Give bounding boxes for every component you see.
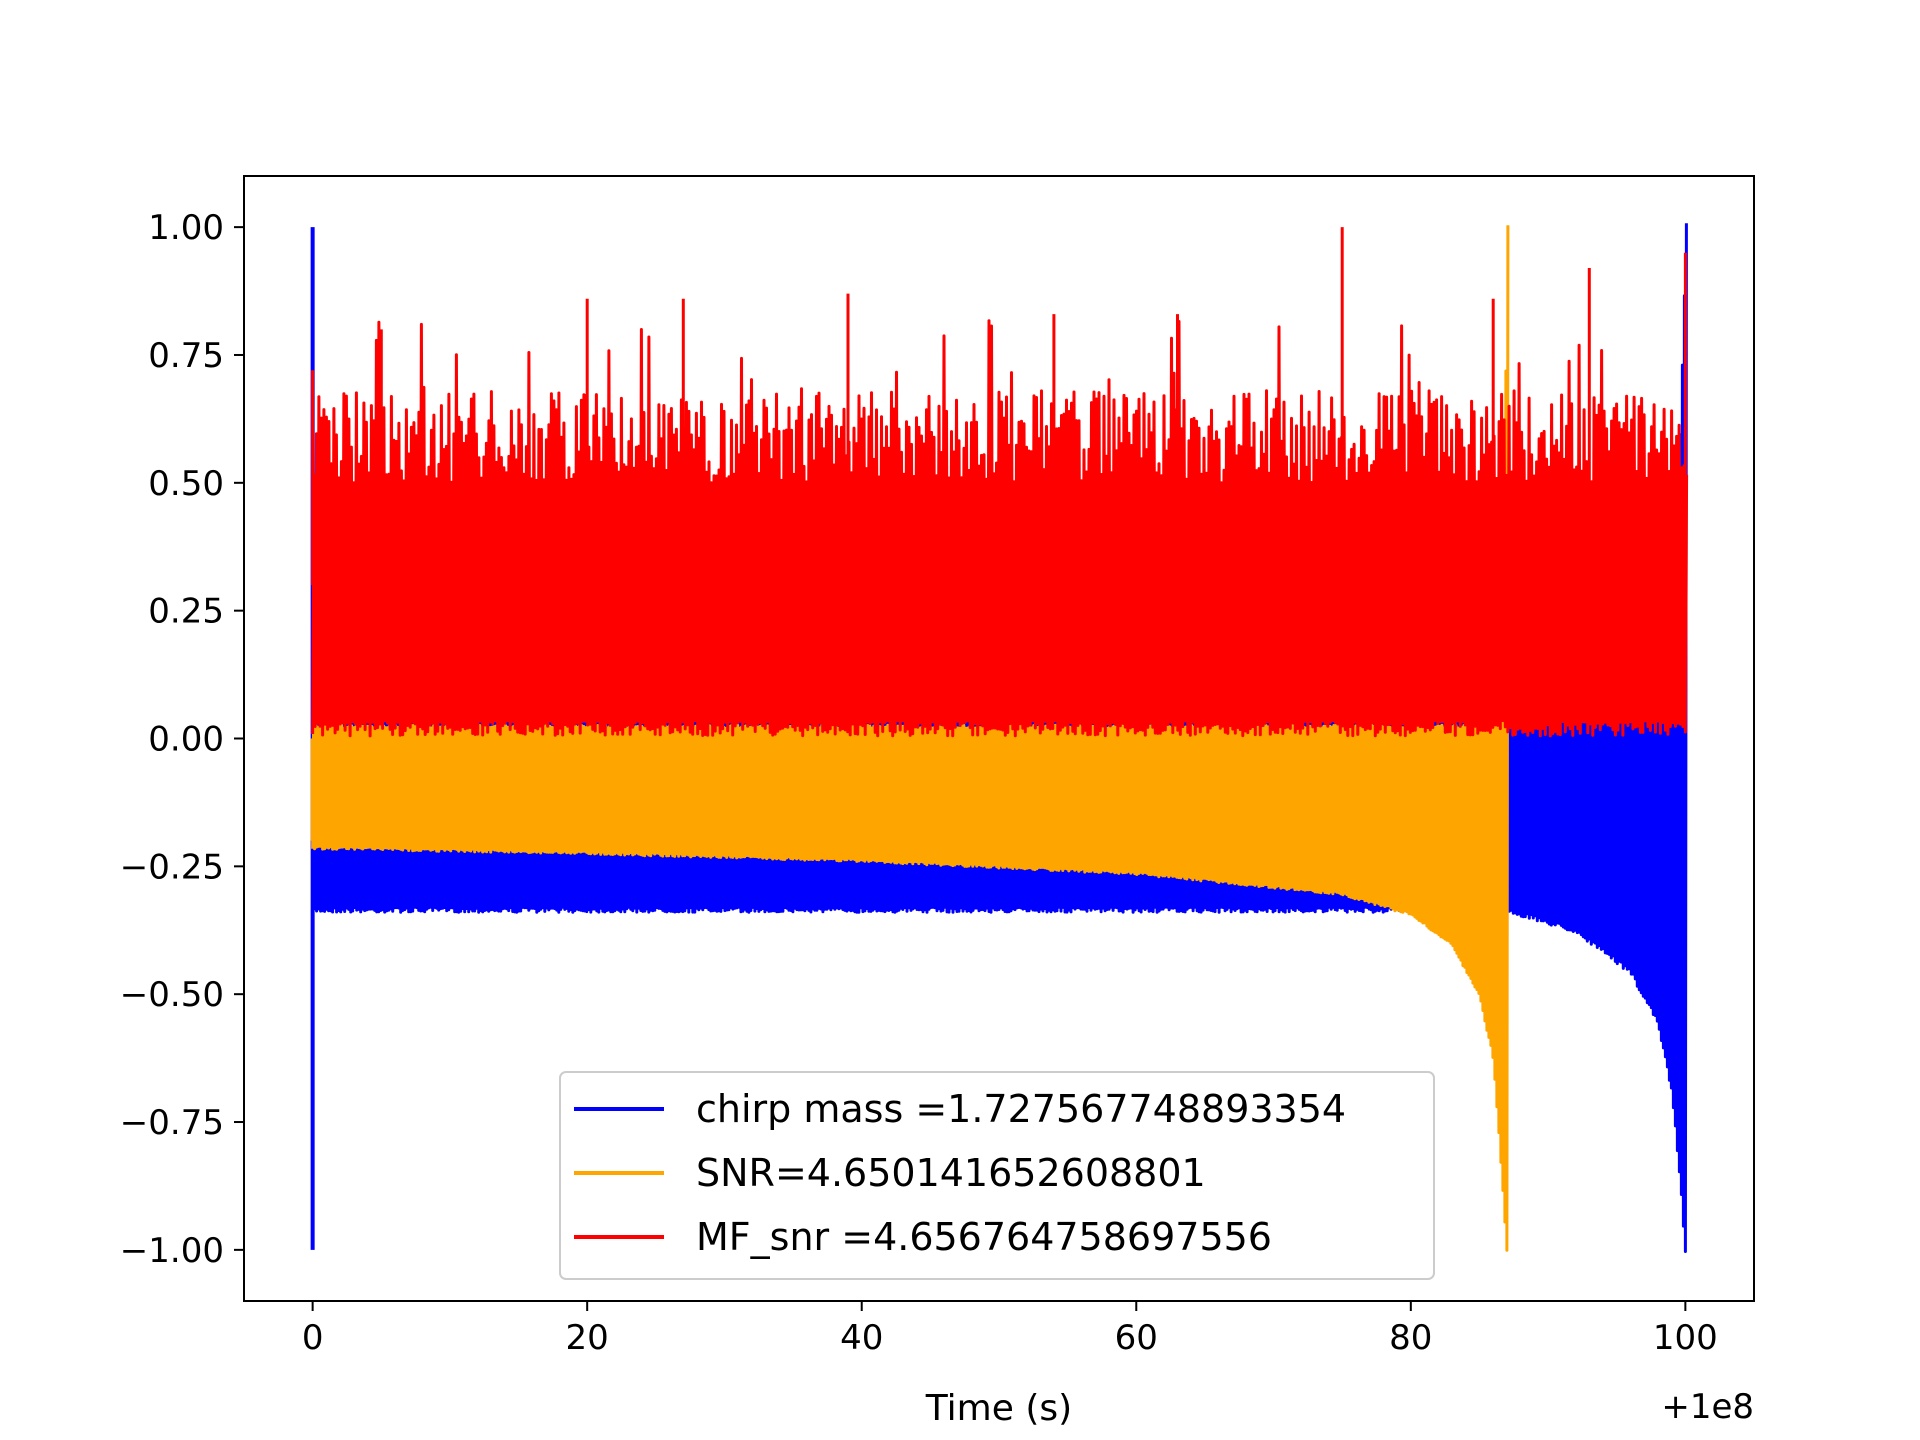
- x-tick-label: 60: [1115, 1318, 1158, 1358]
- y-tick-label: 0.00: [148, 720, 224, 760]
- legend-label: SNR=4.650141652608801: [696, 1151, 1206, 1195]
- y-tick-label: −0.25: [120, 847, 224, 887]
- x-tick-label: 100: [1653, 1318, 1718, 1358]
- legend: chirp mass =1.727567748893354 SNR=4.65014…: [559, 1071, 1435, 1280]
- x-tick-label: 40: [840, 1318, 883, 1358]
- legend-label: MF_snr =4.656764758697556: [696, 1215, 1272, 1259]
- legend-box: [559, 1071, 1435, 1280]
- series-layer: [310, 223, 1689, 1253]
- series-mf-snr-line: [311, 227, 1689, 738]
- x-axis-label: Time (s): [925, 1388, 1072, 1429]
- y-tick-label: 0.75: [148, 336, 224, 376]
- y-tick-label: −1.00: [120, 1231, 224, 1271]
- y-tick-label: 0.25: [148, 592, 224, 632]
- ticks-layer: 0 20 40 60 80 100 1.00 0.75 0.50 0.25 0.00 −0.25 −0.…: [120, 208, 1718, 1358]
- x-tick-label: 20: [566, 1318, 609, 1358]
- x-tick-label: 80: [1389, 1318, 1432, 1358]
- x-offset-label: +1e8: [1661, 1387, 1754, 1427]
- y-tick-label: 1.00: [148, 208, 224, 248]
- y-tick-label: 0.50: [148, 464, 224, 504]
- y-tick-label: −0.50: [120, 975, 224, 1015]
- y-tick-label: −0.75: [120, 1103, 224, 1143]
- series-snr-line: [311, 225, 1510, 1252]
- x-tick-label: 0: [302, 1318, 324, 1358]
- legend-label: chirp mass =1.727567748893354: [696, 1087, 1346, 1131]
